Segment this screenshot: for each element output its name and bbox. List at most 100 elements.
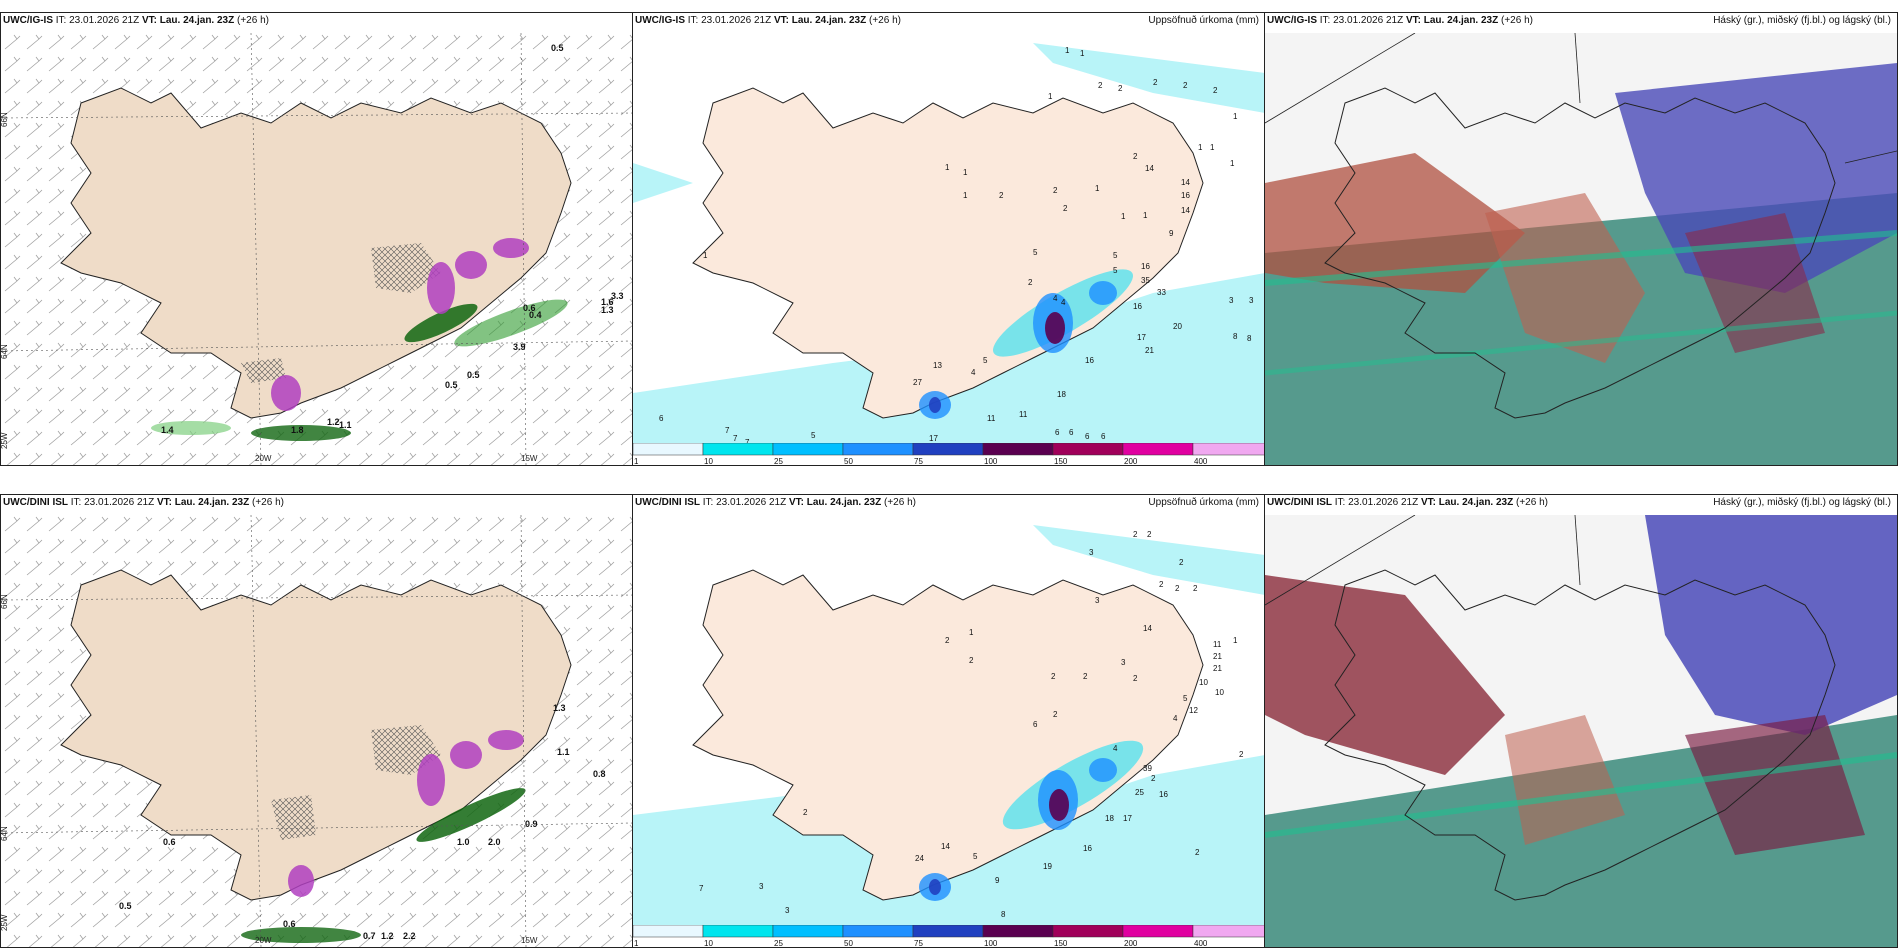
value-label: 0.5 bbox=[467, 370, 480, 380]
vt-label: VT: bbox=[156, 497, 172, 508]
colorbar-tick: 10 bbox=[704, 457, 713, 465]
value-label: 2 bbox=[1051, 672, 1056, 681]
value-label: 1 bbox=[1230, 159, 1235, 168]
init-time: 23.01.2026 21Z bbox=[1348, 497, 1419, 508]
value-label: 2 bbox=[1133, 152, 1138, 161]
mid-cloud-area bbox=[1615, 63, 1897, 293]
value-label: 24 bbox=[915, 854, 924, 863]
iceland-landmass bbox=[60, 87, 572, 419]
value-label: 21 bbox=[1213, 664, 1222, 673]
value-label: 8 bbox=[1001, 910, 1006, 919]
colorbar-tick: 50 bbox=[844, 457, 853, 465]
value-label: 1 bbox=[1095, 184, 1100, 193]
value-label: 3 bbox=[759, 882, 764, 891]
value-label: 3 bbox=[1229, 296, 1234, 305]
value-label: 2 bbox=[1159, 580, 1164, 589]
valid-time: Lau. 24.jan. 23Z bbox=[1423, 15, 1499, 26]
value-label: 11 bbox=[987, 414, 996, 423]
init-time: 23.01.2026 21Z bbox=[701, 15, 772, 26]
value-label: 1 bbox=[1065, 46, 1070, 55]
model-name: UWC/DINI ISL bbox=[3, 497, 68, 508]
value-label: 5 bbox=[1183, 694, 1188, 703]
value-label: 14 bbox=[1145, 164, 1154, 173]
value-label: 14 bbox=[1181, 206, 1190, 215]
value-label: 0.6 bbox=[163, 837, 176, 847]
colorbar-tick: 50 bbox=[844, 939, 853, 947]
panel-title: Háský (gr.), miðský (fj.bl.) og lágský (… bbox=[1713, 497, 1891, 508]
value-label: 0.5 bbox=[551, 43, 564, 53]
value-label: 2 bbox=[1179, 558, 1184, 567]
map-canvas bbox=[1265, 515, 1897, 947]
valid-time: Lau. 24.jan. 23Z bbox=[1438, 497, 1514, 508]
value-label: 16 bbox=[1141, 262, 1150, 271]
init-time: 23.01.2026 21Z bbox=[716, 497, 787, 508]
init-time: 23.01.2026 21Z bbox=[1333, 15, 1404, 26]
it-label: IT: bbox=[1334, 497, 1346, 508]
value-label: 1 bbox=[963, 191, 968, 200]
value-label: 5 bbox=[1113, 251, 1118, 260]
value-label: 2 bbox=[1063, 204, 1068, 213]
panel-title: Háský (gr.), miðský (fj.bl.) og lágský (… bbox=[1713, 15, 1891, 26]
value-label: 0.4 bbox=[529, 310, 542, 320]
value-label: 9 bbox=[995, 876, 1000, 885]
lead-time: (+26 h) bbox=[237, 15, 269, 26]
value-label: 2 bbox=[1153, 78, 1158, 87]
value-label: 0.9 bbox=[525, 819, 538, 829]
value-label: 2 bbox=[1053, 186, 1058, 195]
lat-label: 66N bbox=[1, 594, 9, 609]
value-label: 18 bbox=[1105, 814, 1114, 823]
value-label: 2 bbox=[1147, 530, 1152, 539]
value-label: 3 bbox=[1089, 548, 1094, 557]
value-label: 11 bbox=[1213, 640, 1222, 649]
value-label: 17 bbox=[1123, 814, 1132, 823]
precip-value-labels: 2 2 2 2 2 2 2 2 1 1 3 3 2 2 11 21 21 14 … bbox=[699, 530, 1244, 919]
valid-time: Lau. 24.jan. 23Z bbox=[159, 15, 235, 26]
value-label: 25 bbox=[1135, 788, 1144, 797]
map-canvas: 2 2 2 2 2 2 2 2 1 1 3 3 2 2 11 21 21 14 … bbox=[633, 525, 1265, 925]
panel-header: UWC/DINI ISL IT: 23.01.2026 21Z VT: Lau.… bbox=[1265, 495, 1897, 515]
lon-label: 20W bbox=[255, 936, 272, 945]
lead-time: (+26 h) bbox=[869, 15, 901, 26]
map-canvas: 66N 64N 25W 20W 15W 0.6 0.5 0.6 0.7 0.9 … bbox=[1, 515, 633, 947]
value-label: 2 bbox=[1213, 86, 1218, 95]
value-label: 1.0 bbox=[457, 837, 470, 847]
value-label: 1.4 bbox=[161, 425, 174, 435]
value-label: 1 bbox=[1233, 636, 1238, 645]
init-time: 23.01.2026 21Z bbox=[84, 497, 155, 508]
colorbar-tick: 75 bbox=[914, 939, 923, 947]
lon-label: 25W bbox=[1, 432, 9, 449]
value-label: 27 bbox=[913, 378, 922, 387]
panel-clouds-dini-isl: UWC/DINI ISL IT: 23.01.2026 21Z VT: Lau.… bbox=[1264, 494, 1898, 948]
panel-header: UWC/IG-IS IT: 23.01.2026 21Z VT: Lau. 24… bbox=[1265, 13, 1897, 33]
vt-label: VT: bbox=[1405, 15, 1421, 26]
value-label: 1 bbox=[1198, 143, 1203, 152]
vt-label: VT: bbox=[1420, 497, 1436, 508]
colorbar: 1 10 25 50 75 100 150 200 400 bbox=[633, 925, 1265, 947]
value-label: 1.3 bbox=[553, 703, 566, 713]
panel-title: Uppsöfnuð úrkoma (mm) bbox=[1148, 497, 1259, 508]
value-label: 17 bbox=[1137, 333, 1146, 342]
it-label: IT: bbox=[687, 15, 699, 26]
value-label: 4 bbox=[971, 368, 976, 377]
value-label: 1 bbox=[1143, 211, 1148, 220]
value-label: 8 bbox=[1233, 332, 1238, 341]
model-name: UWC/IG-IS bbox=[1267, 15, 1317, 26]
value-label: 7 bbox=[725, 426, 730, 435]
value-label: 6 bbox=[1101, 432, 1106, 441]
value-label: 2 bbox=[1175, 584, 1180, 593]
value-label: 39 bbox=[1143, 764, 1152, 773]
iceland-landmass bbox=[692, 87, 1204, 419]
valid-time: Lau. 24.jan. 23Z bbox=[174, 497, 250, 508]
value-label: 4 bbox=[1173, 714, 1178, 723]
lon-label: 15W bbox=[521, 936, 538, 945]
colorbar-tick: 100 bbox=[984, 939, 998, 947]
value-label: 0.5 bbox=[445, 380, 458, 390]
snow-magenta-core bbox=[417, 754, 445, 806]
value-label: 5 bbox=[973, 852, 978, 861]
colorbar-tick: 100 bbox=[984, 457, 998, 465]
valid-time: Lau. 24.jan. 23Z bbox=[806, 497, 882, 508]
value-label: 3 bbox=[1121, 658, 1126, 667]
mid-cloud-area bbox=[1645, 515, 1897, 735]
model-name: UWC/IG-IS bbox=[635, 15, 685, 26]
value-label: 1 bbox=[1080, 49, 1085, 58]
